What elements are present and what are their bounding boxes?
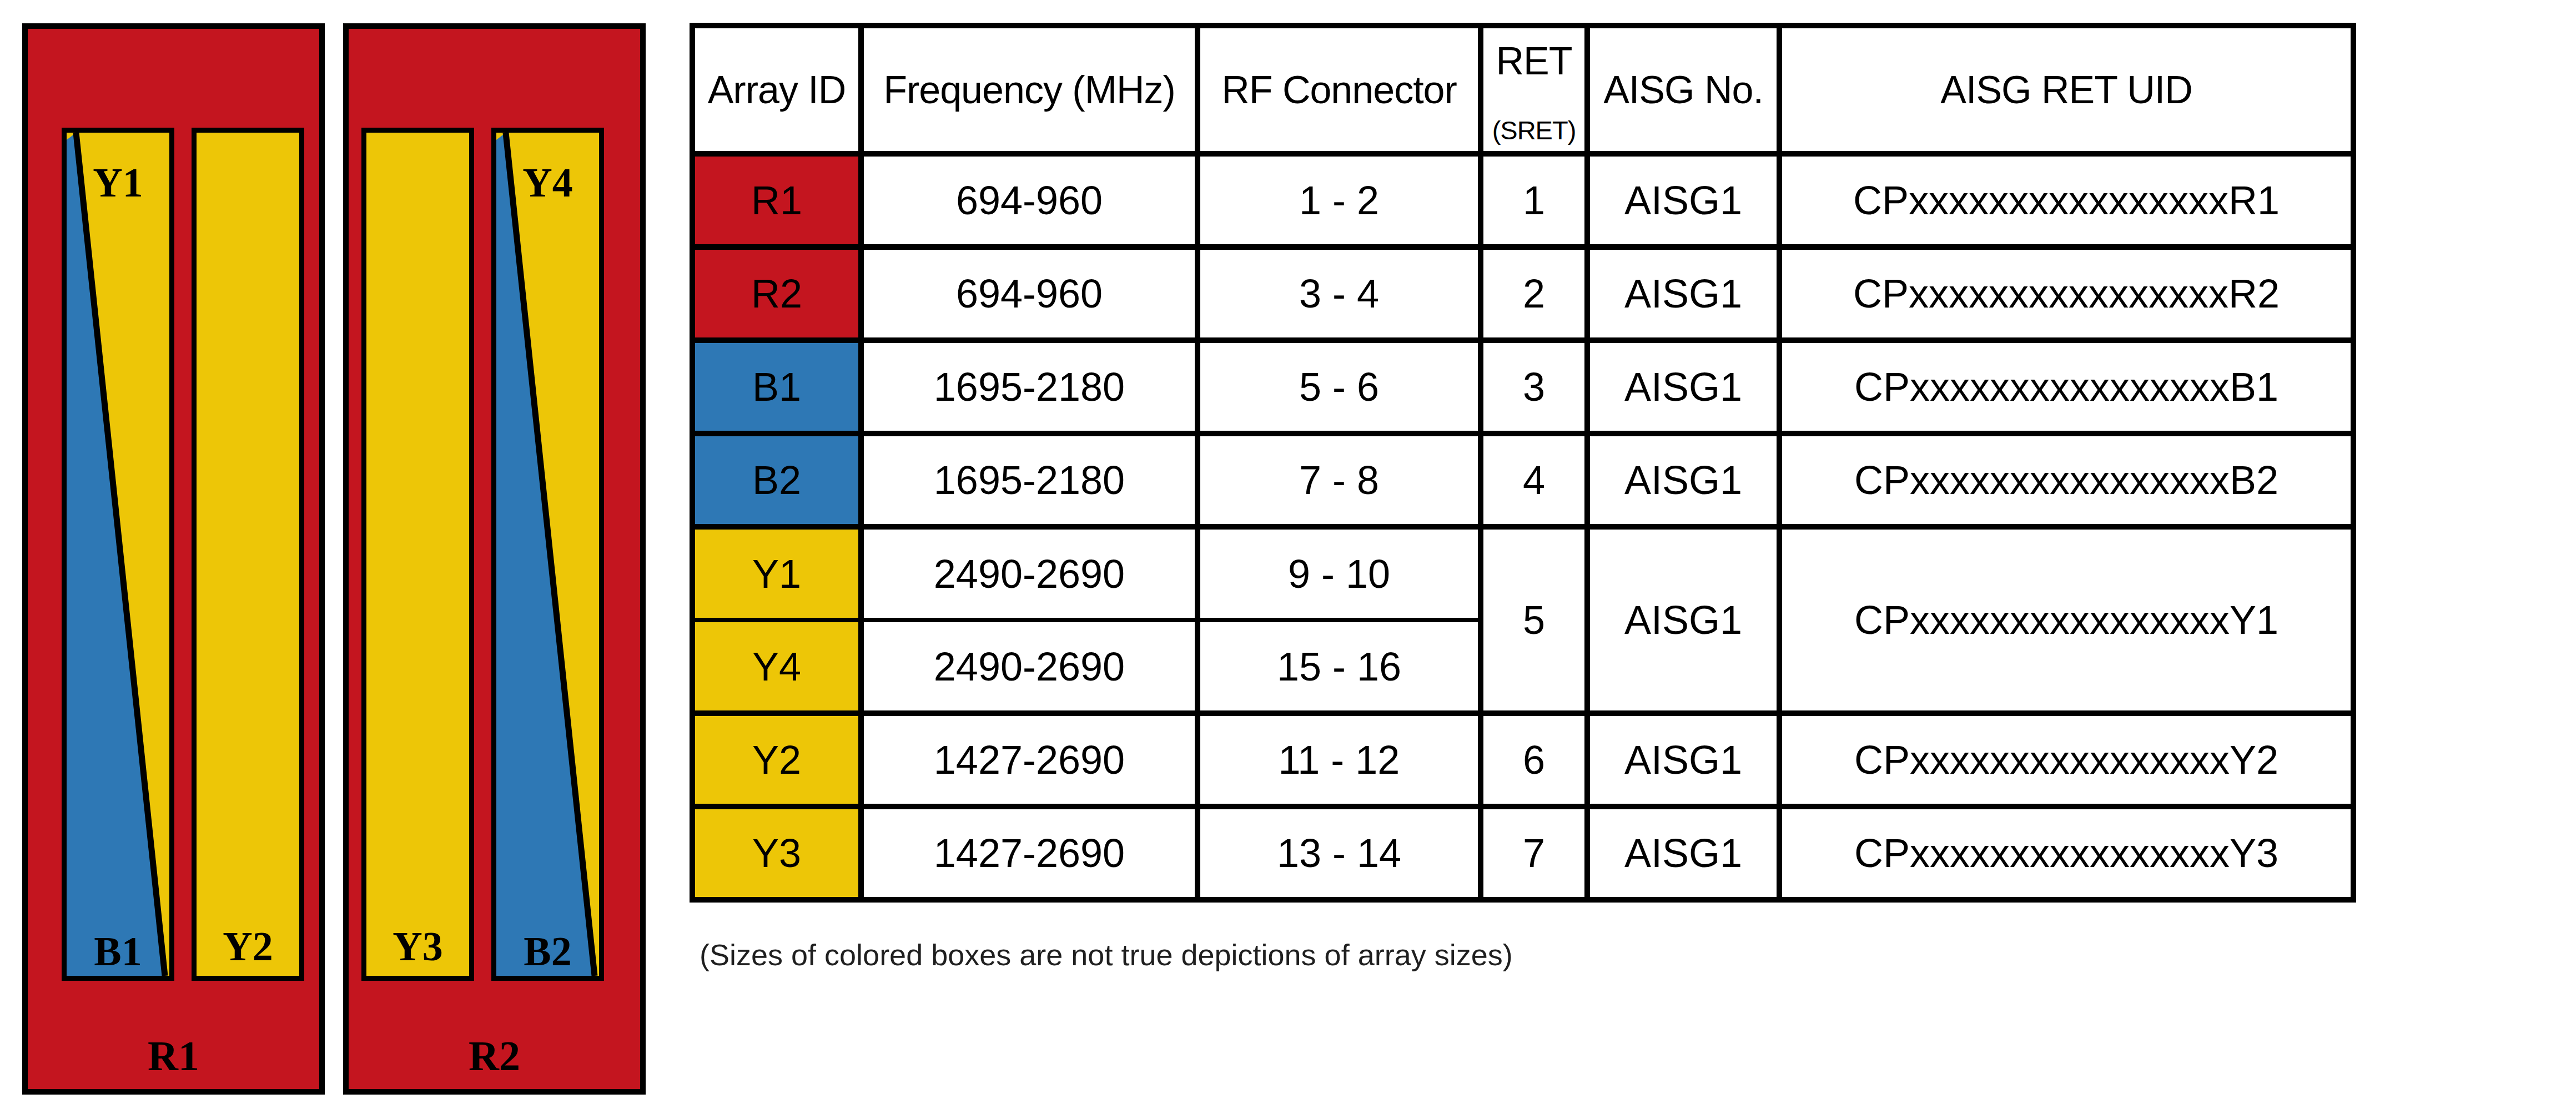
cell-frequency-b1: 1695-2180 — [861, 340, 1198, 434]
cell-aisg-no-y3: AISG1 — [1587, 807, 1779, 900]
header-ret-line2: (SRET) — [1492, 117, 1576, 143]
cell-rf-connector-r2: 3 - 4 — [1198, 247, 1481, 340]
header-aisg-no: AISG No. — [1587, 26, 1779, 154]
cell-rf-connector-y2: 11 - 12 — [1198, 713, 1481, 807]
cell-array-id-y4: Y4 — [692, 620, 861, 713]
cell-aisg-no-y1-y4-merged: AISG1 — [1587, 527, 1779, 713]
header-array-id: Array ID — [692, 26, 861, 154]
cell-aisg-uid-y2: CPxxxxxxxxxxxxxxxxY2 — [1779, 713, 2353, 807]
header-rf-connector: RF Connector — [1198, 26, 1481, 154]
header-ret: RET (SRET) — [1481, 26, 1587, 154]
header-frequency: Frequency (MHz) — [861, 26, 1198, 154]
header-ret-line1: RET — [1496, 42, 1572, 80]
array-column-y2: Y2 — [192, 128, 304, 981]
cell-rf-connector-r1: 1 - 2 — [1198, 154, 1481, 247]
header-ret-stack: RET (SRET) — [1483, 28, 1584, 151]
header-row: Array ID Frequency (MHz) RF Connector RE… — [692, 26, 2353, 154]
panel-label-r2: R2 — [349, 1035, 640, 1077]
antenna-panel-r2: Y3 Y4 B2 R2 — [343, 23, 646, 1095]
cell-frequency-y3: 1427-2690 — [861, 807, 1198, 900]
array-label-y4: Y4 — [491, 162, 604, 203]
table-row-y2: Y2 1427-2690 11 - 12 6 AISG1 CPxxxxxxxxx… — [692, 713, 2353, 807]
cell-frequency-y1: 2490-2690 — [861, 527, 1198, 620]
cell-array-id-y1: Y1 — [692, 527, 861, 620]
cell-ret-r1: 1 — [1481, 154, 1587, 247]
cell-rf-connector-y1: 9 - 10 — [1198, 527, 1481, 620]
cell-aisg-uid-r1: CPxxxxxxxxxxxxxxxxR1 — [1779, 154, 2353, 247]
header-aisg-ret-uid: AISG RET UID — [1779, 26, 2353, 154]
cell-aisg-uid-b2: CPxxxxxxxxxxxxxxxxB2 — [1779, 434, 2353, 527]
array-label-y1: Y1 — [62, 162, 174, 203]
array-spec-table: Array ID Frequency (MHz) RF Connector RE… — [690, 23, 2356, 903]
y1-b1-wedge-graphic — [62, 128, 174, 981]
cell-array-id-y2: Y2 — [692, 713, 861, 807]
array-column-y3: Y3 — [361, 128, 474, 981]
cell-rf-connector-b2: 7 - 8 — [1198, 434, 1481, 527]
cell-frequency-r2: 694-960 — [861, 247, 1198, 340]
array-label-y3: Y3 — [366, 926, 469, 967]
table-row-b1: B1 1695-2180 5 - 6 3 AISG1 CPxxxxxxxxxxx… — [692, 340, 2353, 434]
array-label-y2: Y2 — [197, 926, 299, 967]
cell-ret-b2: 4 — [1481, 434, 1587, 527]
antenna-panel-r1: Y1 B1 Y2 R1 — [22, 23, 325, 1095]
cell-ret-b1: 3 — [1481, 340, 1587, 434]
cell-aisg-uid-y1-y4-merged: CPxxxxxxxxxxxxxxxxY1 — [1779, 527, 2353, 713]
cell-array-id-r1: R1 — [692, 154, 861, 247]
cell-frequency-r1: 694-960 — [861, 154, 1198, 247]
cell-array-id-y3: Y3 — [692, 807, 861, 900]
cell-rf-connector-y3: 13 - 14 — [1198, 807, 1481, 900]
cell-rf-connector-y4: 15 - 16 — [1198, 620, 1481, 713]
cell-aisg-no-r1: AISG1 — [1587, 154, 1779, 247]
table-row-r2: R2 694-960 3 - 4 2 AISG1 CPxxxxxxxxxxxxx… — [692, 247, 2353, 340]
cell-array-id-b2: B2 — [692, 434, 861, 527]
cell-aisg-no-b1: AISG1 — [1587, 340, 1779, 434]
cell-ret-r2: 2 — [1481, 247, 1587, 340]
y4-b2-wedge-graphic — [491, 128, 604, 981]
cell-array-id-b1: B1 — [692, 340, 861, 434]
array-column-y4-b2: Y4 B2 — [491, 128, 604, 981]
cell-rf-connector-b1: 5 - 6 — [1198, 340, 1481, 434]
cell-aisg-no-r2: AISG1 — [1587, 247, 1779, 340]
size-disclaimer-note: (Sizes of colored boxes are not true dep… — [700, 937, 1513, 973]
cell-frequency-y2: 1427-2690 — [861, 713, 1198, 807]
cell-aisg-uid-b1: CPxxxxxxxxxxxxxxxxB1 — [1779, 340, 2353, 434]
cell-aisg-uid-r2: CPxxxxxxxxxxxxxxxxR2 — [1779, 247, 2353, 340]
array-column-y1-b1: Y1 B1 — [62, 128, 174, 981]
cell-aisg-no-b2: AISG1 — [1587, 434, 1779, 527]
cell-ret-y2: 6 — [1481, 713, 1587, 807]
cell-array-id-r2: R2 — [692, 247, 861, 340]
table-row-y3: Y3 1427-2690 13 - 14 7 AISG1 CPxxxxxxxxx… — [692, 807, 2353, 900]
cell-frequency-y4: 2490-2690 — [861, 620, 1198, 713]
table-row-b2: B2 1695-2180 7 - 8 4 AISG1 CPxxxxxxxxxxx… — [692, 434, 2353, 527]
cell-frequency-b2: 1695-2180 — [861, 434, 1198, 527]
array-label-b2: B2 — [491, 931, 604, 972]
antenna-spec-sheet: Y1 B1 Y2 R1 Y3 Y4 B2 R2 — [0, 0, 2576, 1119]
array-label-b1: B1 — [62, 931, 174, 972]
panel-label-r1: R1 — [28, 1035, 319, 1077]
table-row-y1: Y1 2490-2690 9 - 10 5 AISG1 CPxxxxxxxxxx… — [692, 527, 2353, 620]
table-row-r1: R1 694-960 1 - 2 1 AISG1 CPxxxxxxxxxxxxx… — [692, 154, 2353, 247]
cell-ret-y1-y4-merged: 5 — [1481, 527, 1587, 713]
cell-ret-y3: 7 — [1481, 807, 1587, 900]
cell-aisg-no-y2: AISG1 — [1587, 713, 1779, 807]
cell-aisg-uid-y3: CPxxxxxxxxxxxxxxxxY3 — [1779, 807, 2353, 900]
